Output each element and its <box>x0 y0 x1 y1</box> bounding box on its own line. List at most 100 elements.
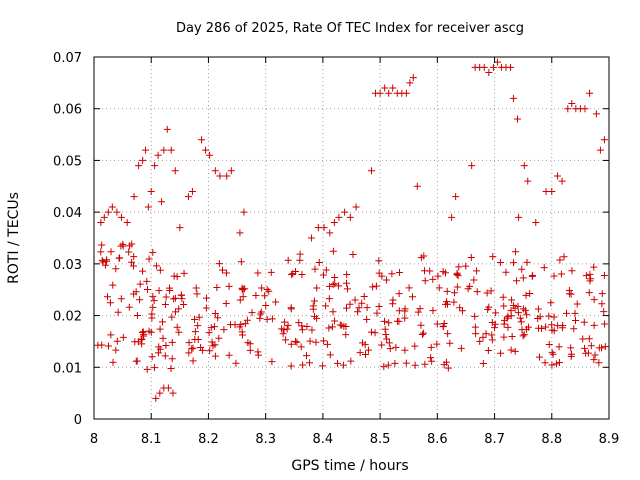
data-point <box>418 331 426 339</box>
data-point <box>420 252 428 260</box>
x-tick-label: 8.8 <box>541 432 562 447</box>
data-point <box>343 304 351 312</box>
data-point <box>298 322 306 330</box>
data-point <box>97 248 105 256</box>
data-point <box>554 172 561 180</box>
x-tick-label: 8.9 <box>599 432 620 447</box>
data-point <box>382 331 390 339</box>
data-point <box>287 340 295 348</box>
data-point <box>330 218 338 226</box>
data-point <box>408 293 416 301</box>
data-point <box>514 302 522 310</box>
data-point <box>480 63 488 71</box>
data-point <box>427 354 435 362</box>
data-point <box>289 270 297 278</box>
data-point <box>299 361 307 369</box>
data-point <box>568 267 576 275</box>
data-point <box>335 282 343 290</box>
data-point <box>223 172 231 180</box>
data-point <box>471 323 479 331</box>
data-point <box>161 352 169 360</box>
data-point <box>194 322 202 330</box>
y-tick-label: 0.05 <box>53 154 82 169</box>
data-point <box>329 247 337 255</box>
x-tick-label: 8 <box>90 432 98 447</box>
data-point <box>189 344 197 352</box>
data-point <box>191 328 199 336</box>
data-point <box>500 320 508 328</box>
data-point <box>171 308 179 316</box>
data-point <box>510 259 518 267</box>
data-point <box>401 314 409 322</box>
data-point <box>552 360 560 368</box>
data-point <box>548 187 556 195</box>
data-point <box>238 284 246 292</box>
data-point <box>103 256 111 264</box>
data-point <box>131 338 139 346</box>
data-point <box>508 332 516 340</box>
data-point <box>450 298 458 306</box>
data-point <box>103 293 111 301</box>
data-point <box>592 110 600 118</box>
data-point <box>160 146 168 154</box>
data-point <box>184 193 192 201</box>
data-point <box>401 346 409 354</box>
data-point <box>105 342 113 350</box>
data-point <box>472 330 480 338</box>
data-point <box>471 312 479 320</box>
data-point <box>484 346 492 354</box>
data-point <box>119 333 127 341</box>
data-point <box>116 254 124 262</box>
chart-title: Day 286 of 2025, Rate Of TEC Index for r… <box>176 21 524 36</box>
data-point <box>138 329 146 337</box>
data-point <box>159 334 167 342</box>
data-point <box>598 344 606 352</box>
data-point <box>104 208 112 216</box>
data-point <box>511 347 519 355</box>
data-point <box>123 218 131 226</box>
data-point <box>284 321 292 329</box>
data-point <box>173 323 181 331</box>
data-point <box>331 280 339 288</box>
data-point <box>519 274 527 282</box>
data-point <box>203 294 211 302</box>
data-point <box>419 329 427 337</box>
data-point <box>541 359 549 367</box>
data-point <box>254 269 262 277</box>
data-point <box>380 363 388 371</box>
data-point <box>381 325 389 333</box>
data-point <box>535 353 543 361</box>
data-point <box>320 337 328 345</box>
data-point <box>302 352 310 360</box>
data-point <box>515 213 523 221</box>
y-tick-label: 0.02 <box>53 310 82 325</box>
data-point <box>385 339 393 347</box>
data-point <box>488 336 496 344</box>
data-point <box>238 331 246 339</box>
data-point <box>171 294 179 302</box>
data-point <box>444 364 452 372</box>
data-point <box>360 292 368 300</box>
data-point <box>144 203 152 211</box>
data-point <box>101 261 109 269</box>
data-point <box>98 241 106 249</box>
data-point <box>246 346 254 354</box>
data-point <box>322 302 330 310</box>
data-point <box>170 295 178 303</box>
data-point <box>156 325 164 333</box>
y-axis-label: ROTI / TECUs <box>6 192 22 284</box>
x-tick-label: 8.4 <box>313 432 334 447</box>
data-point <box>488 331 496 339</box>
data-point <box>225 282 233 290</box>
data-point <box>443 287 451 295</box>
data-point <box>392 343 400 351</box>
data-point <box>454 272 462 280</box>
data-point <box>556 256 564 264</box>
data-point <box>185 349 193 357</box>
data-point <box>149 248 157 256</box>
data-point <box>239 293 247 301</box>
data-point <box>433 320 441 328</box>
data-point <box>373 309 381 317</box>
data-point <box>215 260 223 268</box>
data-point <box>117 295 125 303</box>
